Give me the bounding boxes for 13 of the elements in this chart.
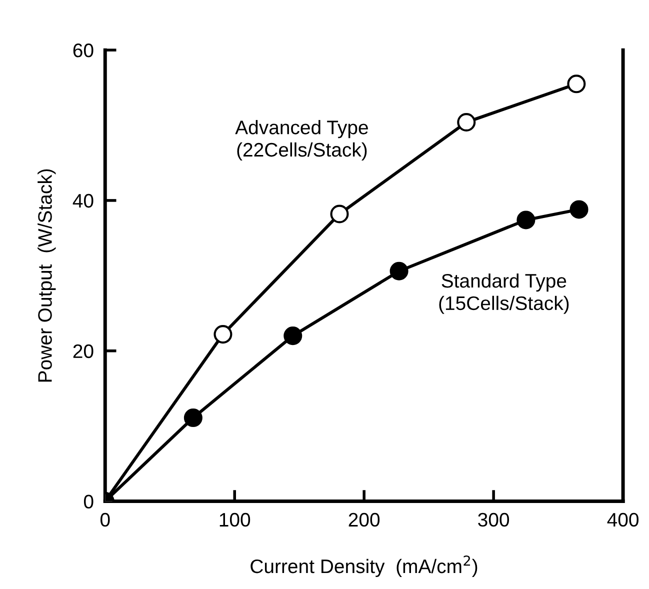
- y-tick-label: 40: [72, 194, 94, 208]
- series-label: Advanced Type (22Cells/Stack): [235, 120, 368, 161]
- y-axis-title: Power Output (W/Stack): [38, 169, 56, 382]
- x-tick-label: 0: [100, 512, 110, 527]
- y-tick-label: 60: [73, 44, 94, 58]
- x-tick-label: 300: [478, 512, 510, 527]
- x-tick-label: 100: [220, 512, 250, 527]
- x-tick-label: 400: [607, 512, 638, 527]
- y-tick-label: 0: [84, 494, 94, 508]
- series-label: Standard Type (15Cells/Stack): [439, 273, 569, 314]
- x-tick-label: 200: [348, 512, 380, 527]
- x-axis-title: Current Density (mA/cm$^{2}$): [250, 555, 478, 578]
- y-tick-label: 20: [73, 344, 94, 358]
